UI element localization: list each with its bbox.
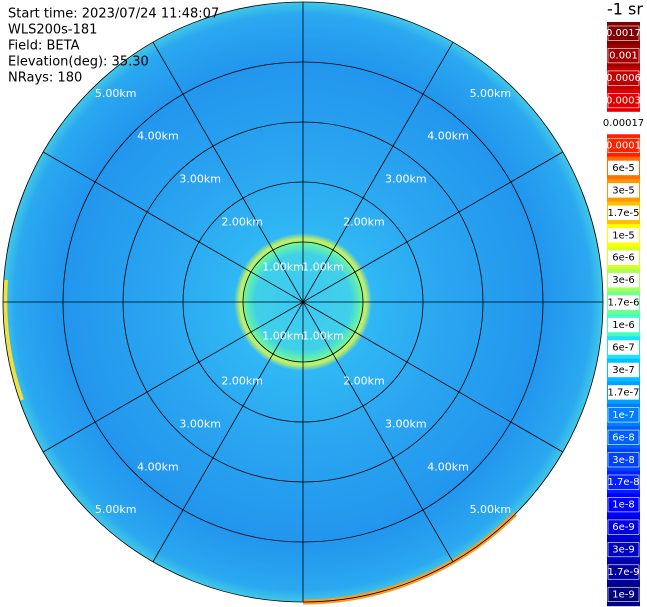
colorbar-label-box <box>607 586 640 602</box>
colorbar-label-box <box>608 183 639 198</box>
colorbar-label-box <box>608 340 639 355</box>
range-label: 2.00km <box>343 374 385 387</box>
range-label: 2.00km <box>343 216 385 229</box>
colorbar-title: -1 sr <box>607 0 643 19</box>
colorbar-label: 3e-6 <box>612 275 635 286</box>
range-label: 4.00km <box>427 130 469 143</box>
range-label: 4.00km <box>137 460 179 473</box>
range-label: 3.00km <box>179 172 221 185</box>
colorbar-label: 0.001 <box>609 51 638 62</box>
colorbar-label-box <box>608 295 639 310</box>
colorbar-label: 1e-5 <box>612 230 635 241</box>
range-label: 3.00km <box>179 418 221 431</box>
colorbar-label: 1.7e-8 <box>607 477 639 488</box>
colorbar-label: 1e-8 <box>612 500 635 511</box>
colorbar: -1 sr 0.0017 0.001 0.0006 0.0003 0.00017 0.000… <box>603 0 644 607</box>
info-line: Field: BETA <box>8 39 80 54</box>
range-label: 3.00km <box>385 418 427 431</box>
colorbar-label: 1.7e-6 <box>607 298 639 309</box>
range-label: 1.00km <box>302 260 344 273</box>
colorbar-label-box <box>607 519 640 535</box>
colorbar-label: 1e-7 <box>612 410 635 421</box>
colorbar-label-box <box>607 407 640 423</box>
colorbar-label-box <box>607 25 640 41</box>
range-label: 4.00km <box>427 460 469 473</box>
colorbar-label-box <box>608 272 639 288</box>
colorbar-label-box <box>607 542 640 558</box>
colorbar-label: 1e-9 <box>612 589 635 600</box>
colorbar-label-box <box>607 452 640 468</box>
colorbar-label: 3e-9 <box>612 545 635 556</box>
range-ring <box>242 241 364 363</box>
colorbar-label-box <box>608 250 639 265</box>
range-label: 2.00km <box>221 374 263 387</box>
range-label: 5.00km <box>95 503 137 516</box>
colorbar-label: 6e-8 <box>612 432 635 443</box>
colorbar-label-box <box>608 385 639 400</box>
colorbar-label-box <box>607 137 640 153</box>
spoke <box>152 41 454 563</box>
range-label: 2.00km <box>221 216 263 229</box>
colorbar-label-box <box>608 228 639 243</box>
colorbar-label-box <box>607 70 640 86</box>
colorbar-label-box <box>608 317 639 333</box>
edge-band <box>3 279 24 401</box>
colorbar-label: 3e-8 <box>612 455 635 466</box>
range-label: 1.00km <box>262 260 304 273</box>
colorbar-label: 6e-5 <box>612 163 635 174</box>
colorbar-label-box <box>608 362 639 378</box>
colorbar-label: 0.0003 <box>606 96 641 107</box>
colorbar-label: 0.0017 <box>606 28 641 39</box>
colorbar-label-box <box>607 93 640 109</box>
colorbar-label: 0.0001 <box>606 140 641 151</box>
range-label: 4.00km <box>137 130 179 143</box>
range-ring <box>2 1 604 603</box>
colorbar-label: 6e-9 <box>612 522 635 533</box>
colorbar-label-box <box>607 497 640 513</box>
colorbar-label: 0.0006 <box>606 73 641 84</box>
info-line: WLS200s-181 <box>8 23 97 38</box>
colorbar-label-box <box>607 564 640 580</box>
colorbar-label: 1.7e-7 <box>607 387 639 398</box>
range-label: 5.00km <box>470 87 512 100</box>
info-line: NRays: 180 <box>8 71 82 86</box>
colorbar-label: 1.7e-5 <box>607 208 639 219</box>
range-label: 3.00km <box>385 172 427 185</box>
range-label: 5.00km <box>470 503 512 516</box>
colorbar-label-box <box>608 115 639 131</box>
colorbar-label: 3e-7 <box>612 365 635 376</box>
colorbar-label-box <box>607 429 640 445</box>
range-label: 1.00km <box>262 330 304 343</box>
range-label: 1.00km <box>302 330 344 343</box>
colorbar-label-box <box>607 474 640 490</box>
info-line: Start time: 2023/07/24 11:48:07 <box>8 7 219 22</box>
colorbar-label: 1.7e-9 <box>607 567 639 578</box>
colorbar-label: 3e-5 <box>612 185 635 196</box>
colorbar-label-box <box>607 48 640 64</box>
colorbar-label: 1e-6 <box>612 320 635 331</box>
colorbar-label: 6e-7 <box>612 343 635 354</box>
colorbar-label: 6e-6 <box>612 253 635 264</box>
range-ring <box>122 121 484 483</box>
range-ring <box>182 181 424 423</box>
info-block: Start time: 2023/07/24 11:48:07WLS200s-1… <box>8 7 219 86</box>
colorbar-label: 0.00017 <box>603 118 644 129</box>
colorbar-label-box <box>608 205 639 221</box>
range-label: 5.00km <box>95 87 137 100</box>
colorbar-label-box <box>608 160 639 176</box>
info-line: Elevation(deg): 35.30 <box>8 55 149 70</box>
range-ring <box>62 61 544 543</box>
